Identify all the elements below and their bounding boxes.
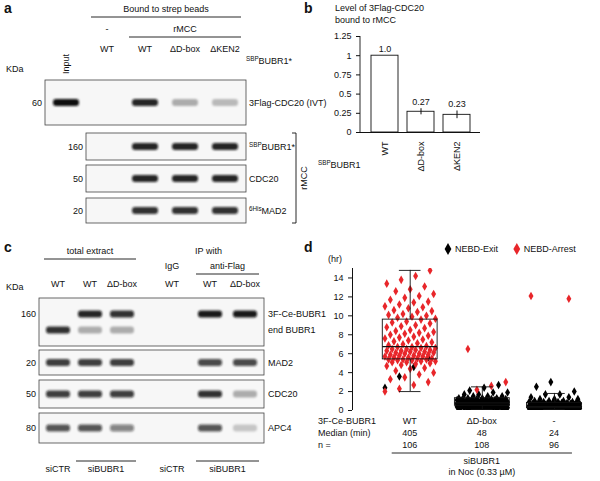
svg-text:SBPBUBR1*: SBPBUBR1* [249, 141, 296, 152]
svg-text:108: 108 [474, 440, 489, 450]
svg-text:ΔKEN2: ΔKEN2 [210, 44, 240, 54]
svg-text:160: 160 [68, 142, 83, 152]
svg-text:WT: WT [100, 44, 114, 54]
svg-text:anti-Flag: anti-Flag [210, 261, 245, 271]
svg-text:siBUBR1: siBUBR1 [464, 456, 501, 466]
svg-text:80: 80 [26, 423, 36, 433]
svg-text:106: 106 [402, 440, 417, 450]
svg-text:ΔD-box: ΔD-box [107, 279, 138, 289]
svg-text:0: 0 [338, 405, 343, 415]
svg-text:NEBD-Arrest: NEBD-Arrest [524, 244, 577, 254]
svg-text:KDa: KDa [6, 282, 24, 292]
svg-text:a: a [4, 0, 12, 16]
svg-text:WT: WT [380, 141, 390, 155]
svg-text:CDC20: CDC20 [249, 174, 279, 184]
svg-text:0: 0 [346, 127, 351, 137]
svg-text:12: 12 [333, 292, 343, 302]
svg-text:siBUBR1: siBUBR1 [88, 464, 125, 474]
svg-text:6: 6 [338, 349, 343, 359]
svg-text:IP with: IP with [195, 246, 222, 256]
svg-text:WT: WT [51, 279, 65, 289]
svg-text:3F-Ce-BUBR1: 3F-Ce-BUBR1 [268, 309, 326, 319]
svg-text:Bound to strep beads: Bound to strep beads [123, 4, 209, 14]
svg-text:0.75: 0.75 [334, 70, 352, 80]
svg-text:ΔD-box: ΔD-box [416, 141, 426, 172]
svg-text:24: 24 [549, 428, 559, 438]
svg-text:2: 2 [338, 386, 343, 396]
svg-text:ΔKEN2: ΔKEN2 [452, 142, 462, 172]
svg-text:1.25: 1.25 [334, 31, 352, 41]
svg-text:Level of 3Flag-CDC20: Level of 3Flag-CDC20 [335, 3, 424, 13]
svg-text:3Flag-CDC20 (IVT): 3Flag-CDC20 (IVT) [249, 98, 327, 108]
svg-text:1: 1 [346, 51, 351, 61]
svg-text:WT: WT [83, 279, 97, 289]
svg-text:(hr): (hr) [328, 254, 342, 264]
svg-text:WT: WT [403, 416, 417, 426]
svg-text:0.27: 0.27 [412, 97, 430, 107]
svg-text:MAD2: MAD2 [268, 358, 293, 368]
svg-text:rMCC: rMCC [299, 166, 309, 190]
svg-text:bound to rMCC: bound to rMCC [335, 15, 397, 25]
svg-text:405: 405 [402, 428, 417, 438]
svg-text:siCTR: siCTR [46, 464, 71, 474]
svg-text:0.5: 0.5 [339, 89, 352, 99]
svg-text:160: 160 [21, 309, 36, 319]
svg-text:0.23: 0.23 [448, 99, 466, 109]
svg-text:50: 50 [73, 174, 83, 184]
svg-text:in Noc (0.33 µM): in Noc (0.33 µM) [448, 467, 515, 477]
svg-text:48: 48 [477, 428, 487, 438]
svg-text:SBPBUBR1: SBPBUBR1 [318, 159, 361, 170]
svg-text:b: b [304, 0, 313, 16]
svg-text:KDa: KDa [6, 64, 24, 74]
svg-text:-: - [552, 416, 555, 426]
svg-text:n =: n = [318, 440, 331, 450]
svg-text:10: 10 [333, 311, 343, 321]
svg-text:d: d [304, 239, 313, 255]
svg-text:ΔD-box: ΔD-box [467, 416, 498, 426]
svg-text:4: 4 [338, 368, 343, 378]
svg-text:total extract: total extract [67, 246, 114, 256]
svg-text:Input: Input [61, 53, 71, 74]
svg-text:8: 8 [338, 330, 343, 340]
svg-text:60: 60 [32, 98, 42, 108]
svg-text:c: c [4, 239, 12, 255]
svg-text:96: 96 [549, 440, 559, 450]
svg-text:-: - [106, 24, 109, 34]
svg-text:siCTR: siCTR [160, 464, 185, 474]
svg-text:WT: WT [138, 44, 152, 54]
svg-text:1.0: 1.0 [379, 44, 392, 54]
svg-text:WT: WT [165, 279, 179, 289]
svg-text:siBUBR1: siBUBR1 [209, 464, 246, 474]
svg-text:3F-Ce-BUBR1: 3F-Ce-BUBR1 [318, 416, 376, 426]
svg-text:ΔD-box: ΔD-box [230, 279, 261, 289]
svg-text:SBPBUBR1*: SBPBUBR1* [246, 55, 293, 66]
svg-text:14: 14 [333, 273, 343, 283]
svg-text:IgG: IgG [165, 261, 180, 271]
svg-text:0.25: 0.25 [334, 108, 352, 118]
svg-text:50: 50 [26, 389, 36, 399]
svg-text:CDC20: CDC20 [268, 389, 298, 399]
svg-text:APC4: APC4 [268, 423, 292, 433]
svg-text:WT: WT [203, 279, 217, 289]
svg-text:6HisMAD2: 6HisMAD2 [249, 205, 287, 216]
svg-text:end BUBR1: end BUBR1 [268, 325, 316, 335]
svg-text:NEBD-Exit: NEBD-Exit [455, 244, 499, 254]
svg-text:Median (min): Median (min) [318, 428, 371, 438]
svg-text:20: 20 [26, 358, 36, 368]
svg-text:20: 20 [73, 206, 83, 216]
svg-text:rMCC: rMCC [173, 24, 197, 34]
svg-text:ΔD-box: ΔD-box [170, 44, 201, 54]
